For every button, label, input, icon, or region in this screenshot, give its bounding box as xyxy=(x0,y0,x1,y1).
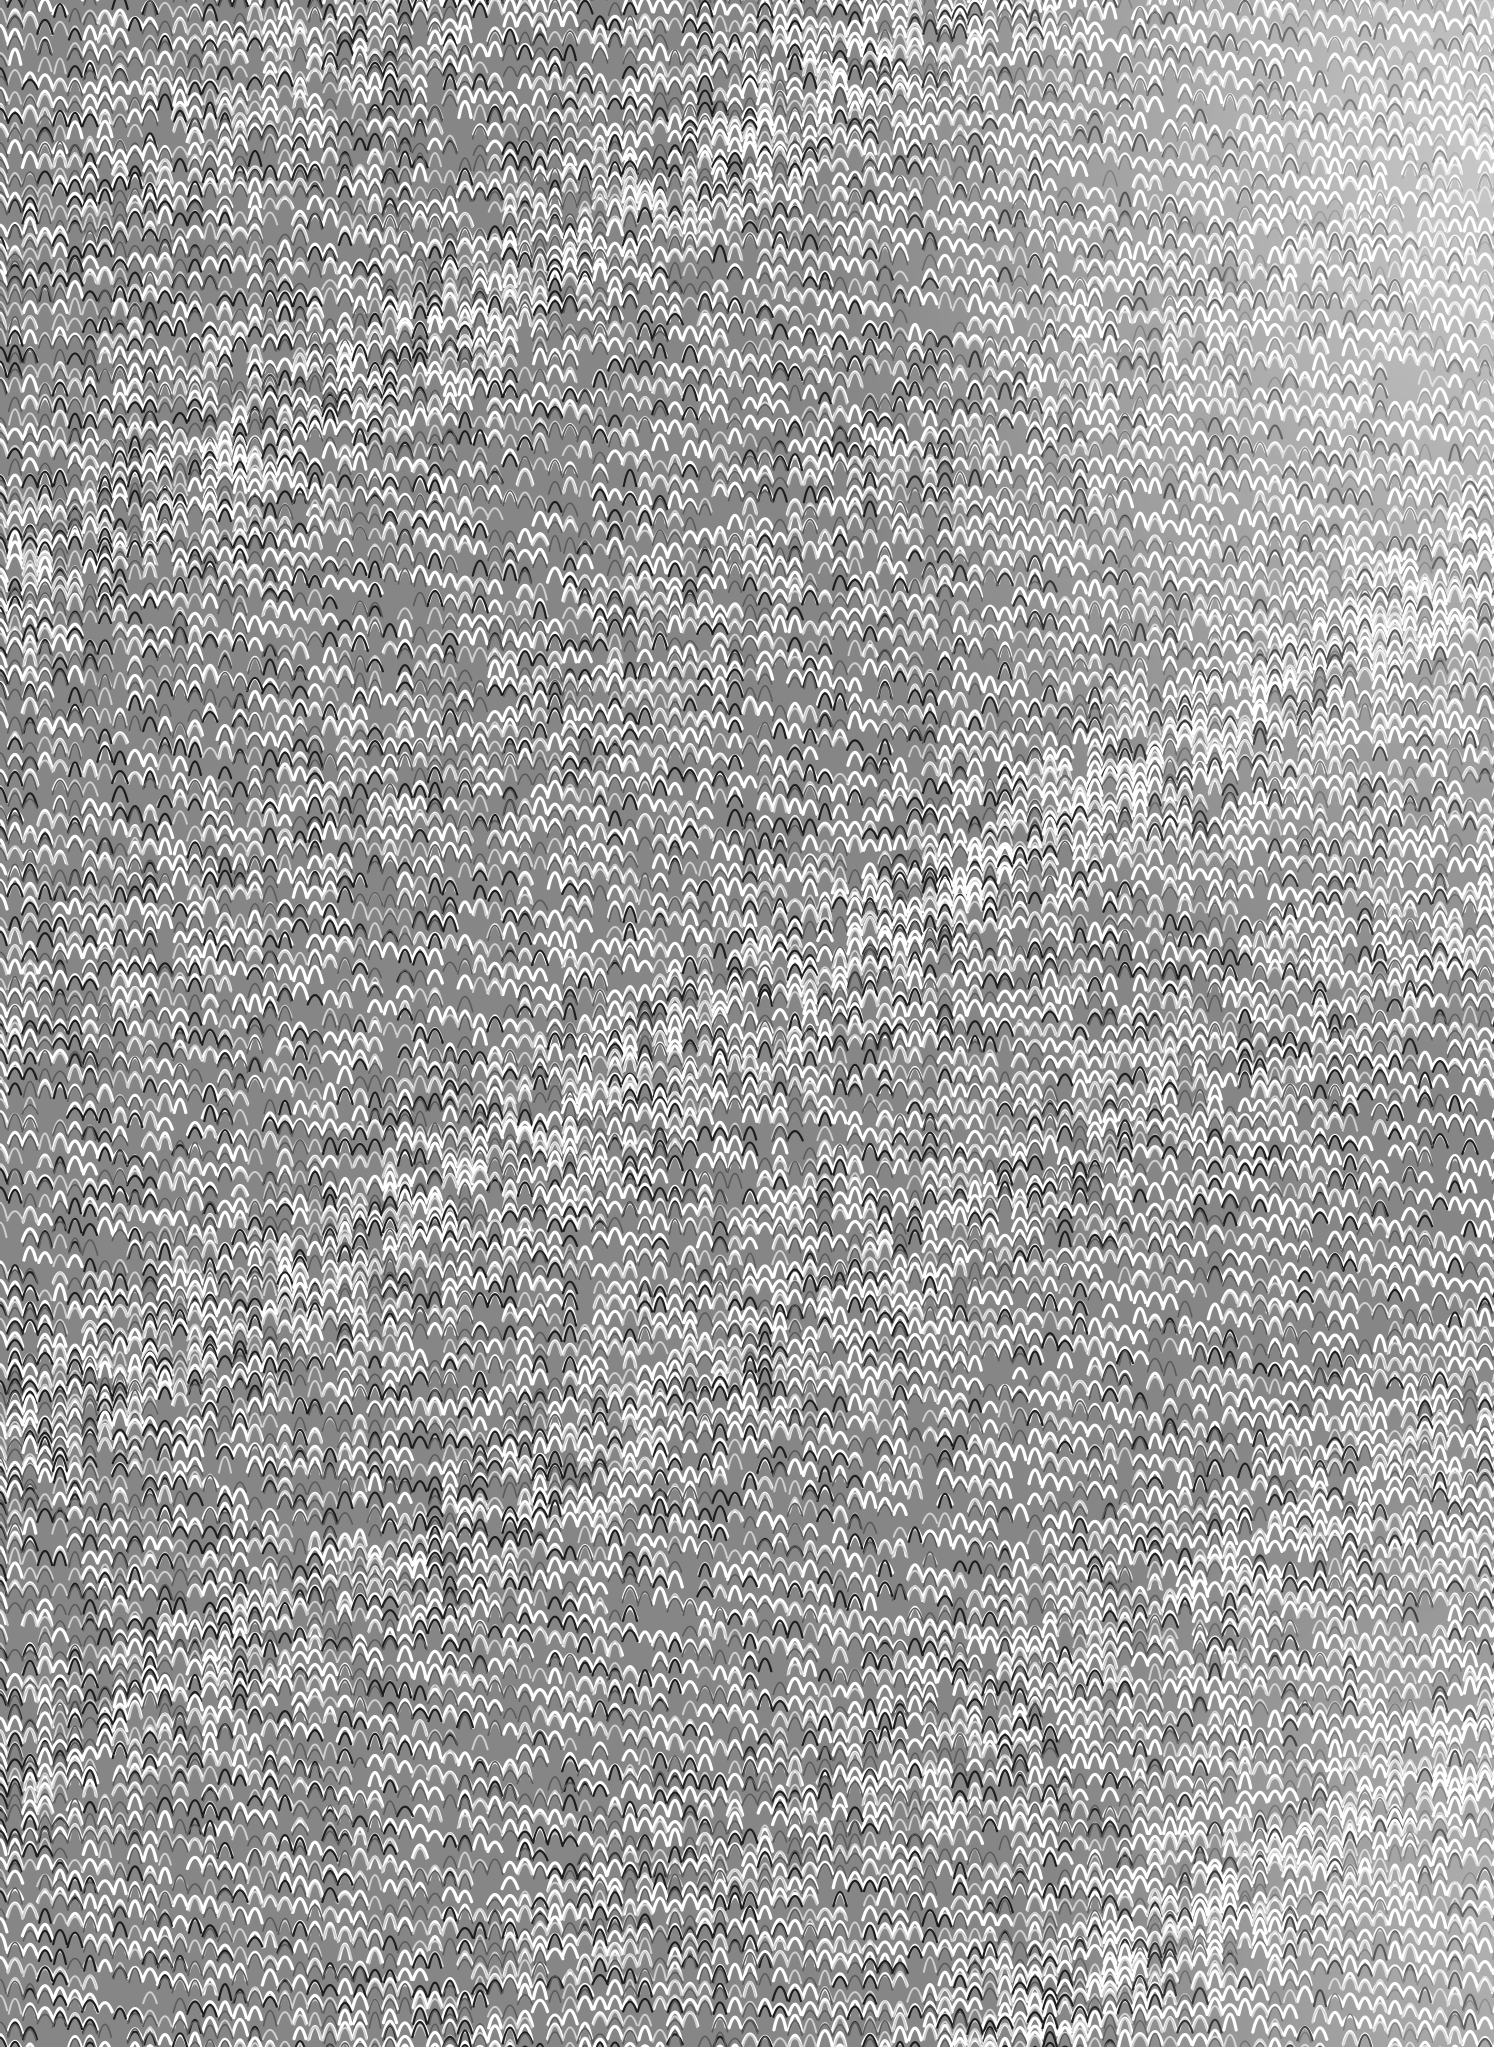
page: Marbled paper {} html, body { margin: 0;… xyxy=(0,0,1494,2047)
body: (() => { const svg = document.getElement… xyxy=(0,0,1494,2047)
marbled-texture xyxy=(0,0,1494,2047)
light-overlay xyxy=(0,0,1494,2047)
